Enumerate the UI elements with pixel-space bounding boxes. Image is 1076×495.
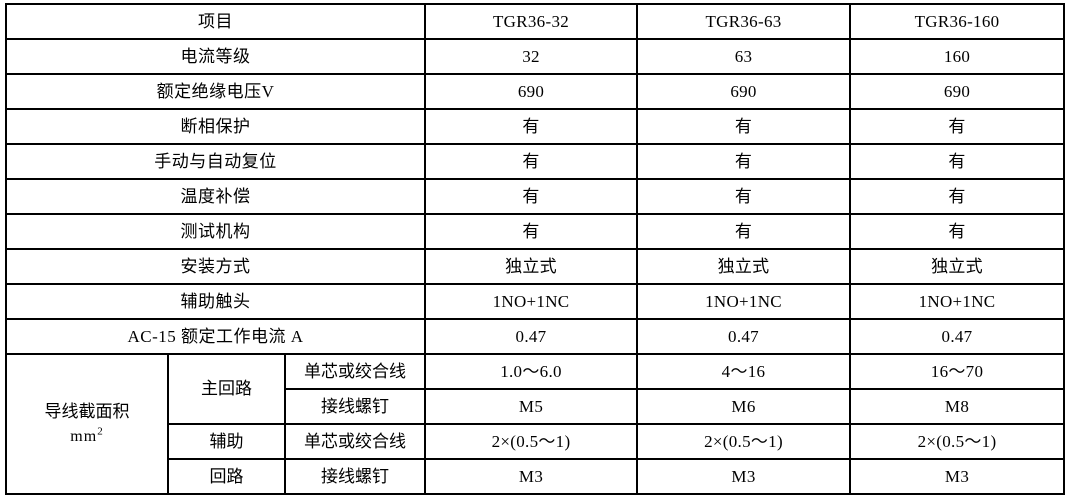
row-value-2: 有 <box>849 178 1066 215</box>
row-value-1: 有 <box>636 178 852 215</box>
column-header-2: TGR36-160 <box>849 3 1066 40</box>
wire-value-2: M3 <box>849 458 1066 495</box>
wire-subrow-label: 单芯或绞合线 <box>283 423 427 460</box>
row-label: 测试机构 <box>4 213 427 250</box>
row-value-1: 63 <box>636 38 852 75</box>
wire-unit-text: mm <box>70 427 98 445</box>
row-value-1: 有 <box>636 108 852 145</box>
wire-subrow-label: 接线螺钉 <box>283 458 427 495</box>
row-label: 额定绝缘电压V <box>4 73 427 110</box>
wire-value-0: 1.0～6.0 <box>424 353 639 390</box>
wire-value-1: M6 <box>636 388 852 425</box>
wire-unit-superscript: 2 <box>97 425 104 438</box>
wire-value-2: 16～70 <box>849 353 1066 390</box>
row-value-0: 有 <box>424 143 639 180</box>
table-row: 额定绝缘电压V 690 690 690 <box>4 73 1066 110</box>
row-value-2: 690 <box>849 73 1066 110</box>
row-value-1: 独立式 <box>636 248 852 285</box>
row-value-0: 有 <box>424 213 639 250</box>
table-row: 温度补偿 有 有 有 <box>4 178 1066 215</box>
wire-group-label-main: 主回路 <box>167 353 286 425</box>
table-row: 断相保护 有 有 有 <box>4 108 1066 145</box>
table-row: AC-15 额定工作电流 A 0.47 0.47 0.47 <box>4 318 1066 355</box>
table-row: 电流等级 32 63 160 <box>4 38 1066 75</box>
wire-value-1: M3 <box>636 458 852 495</box>
row-value-1: 有 <box>636 143 852 180</box>
row-value-0: 1NO+1NC <box>424 283 639 320</box>
row-value-0: 32 <box>424 38 639 75</box>
table-row: 手动与自动复位 有 有 有 <box>4 143 1066 180</box>
wire-value-0: M5 <box>424 388 639 425</box>
wire-group-label-aux-line1: 辅助 <box>167 423 286 460</box>
table-row-wire-aux-core: 辅助 单芯或绞合线 2×(0.5～1) 2×(0.5～1) 2×(0.5～1) <box>6 423 1066 460</box>
column-header-0: TGR36-32 <box>424 3 639 40</box>
row-value-1: 0.47 <box>636 318 852 355</box>
wire-value-0: 2×(0.5～1) <box>424 423 639 460</box>
wire-group-label-aux-line2: 回路 <box>167 459 286 495</box>
row-value-0: 有 <box>424 108 639 145</box>
row-label: 断相保护 <box>4 108 427 145</box>
row-value-2: 有 <box>849 143 1066 180</box>
wire-section-label-main: 导线截面积 <box>44 401 130 421</box>
row-label: 安装方式 <box>4 248 427 285</box>
row-value-1: 1NO+1NC <box>636 283 852 320</box>
wire-value-1: 2×(0.5～1) <box>636 423 852 460</box>
row-value-2: 0.47 <box>849 318 1066 355</box>
table-row-wire-main-screw: 接线螺钉 M5 M6 M8 <box>6 388 1066 425</box>
wire-subrow-label: 接线螺钉 <box>283 388 427 425</box>
row-value-2: 有 <box>849 213 1066 250</box>
specification-table: 项目 TGR36-32 TGR36-63 TGR36-160 电流等级 32 6… <box>4 3 1066 495</box>
row-value-0: 690 <box>424 73 639 110</box>
row-value-2: 160 <box>849 38 1066 75</box>
row-value-0: 独立式 <box>424 248 639 285</box>
spec-sheet: 项目 TGR36-32 TGR36-63 TGR36-160 电流等级 32 6… <box>4 3 1066 495</box>
wire-section-label-unit: mm2 <box>8 426 166 446</box>
row-value-2: 1NO+1NC <box>849 283 1066 320</box>
row-label-header: 项目 <box>4 3 427 40</box>
table-row: 辅助触头 1NO+1NC 1NO+1NC 1NO+1NC <box>4 283 1066 320</box>
table-row: 安装方式 独立式 独立式 独立式 <box>4 248 1066 285</box>
row-value-0: 0.47 <box>424 318 639 355</box>
column-header-1: TGR36-63 <box>636 3 852 40</box>
wire-value-2: M8 <box>849 388 1066 425</box>
row-label: 手动与自动复位 <box>4 143 427 180</box>
row-value-1: 690 <box>636 73 852 110</box>
row-label: 电流等级 <box>4 38 427 75</box>
table-row-header: 项目 TGR36-32 TGR36-63 TGR36-160 <box>4 3 1066 40</box>
table-row-wire-main-core: 导线截面积 mm2 主回路 单芯或绞合线 1.0～6.0 4～16 16～70 <box>5 353 1066 495</box>
row-value-2: 有 <box>849 108 1066 145</box>
wire-value-1: 4～16 <box>636 353 852 390</box>
wire-value-0: M3 <box>424 458 639 495</box>
table-row: 测试机构 有 有 有 <box>4 213 1066 250</box>
wire-section-label: 导线截面积 mm2 <box>5 353 169 495</box>
row-label: 温度补偿 <box>4 178 427 215</box>
wire-value-2: 2×(0.5～1) <box>849 423 1066 460</box>
wire-subrow-label: 单芯或绞合线 <box>283 353 427 390</box>
row-value-1: 有 <box>636 213 852 250</box>
row-label: 辅助触头 <box>4 283 427 320</box>
row-value-2: 独立式 <box>849 248 1066 285</box>
row-label: AC-15 额定工作电流 A <box>4 318 427 355</box>
row-value-0: 有 <box>424 178 639 215</box>
